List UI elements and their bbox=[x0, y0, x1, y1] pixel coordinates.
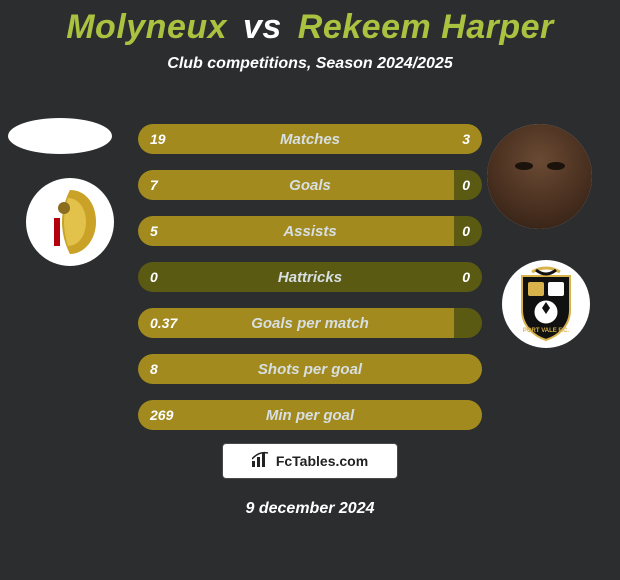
player1-avatar bbox=[8, 118, 112, 154]
player2-club-badge: PORT VALE F.C. bbox=[502, 260, 590, 348]
stat-value-right: 3 bbox=[450, 124, 482, 154]
stat-label: Assists bbox=[138, 216, 482, 246]
stat-label: Matches bbox=[138, 124, 482, 154]
stat-row: Goals7 0 bbox=[138, 170, 482, 200]
stat-value-right: 0 bbox=[450, 262, 482, 292]
stat-label: Hattricks bbox=[138, 262, 482, 292]
infographic-root: Molyneux vs Rekeem Harper Club competiti… bbox=[0, 0, 620, 580]
port-vale-badge-icon: PORT VALE F.C. bbox=[502, 260, 590, 348]
footer-date: 9 december 2024 bbox=[246, 500, 375, 518]
stat-label: Goals per match bbox=[138, 308, 482, 338]
stat-value-right: 0 bbox=[450, 216, 482, 246]
doncaster-badge-icon bbox=[26, 178, 114, 266]
stat-row: Matches19 3 bbox=[138, 124, 482, 154]
player1-club-badge bbox=[26, 178, 114, 266]
stat-value-left: 269 bbox=[138, 400, 185, 430]
stat-value-left: 0 bbox=[138, 262, 170, 292]
stat-row: Hattricks0 0 bbox=[138, 262, 482, 292]
stat-value-left: 0.37 bbox=[138, 308, 189, 338]
stat-value-left: 7 bbox=[138, 170, 170, 200]
svg-text:PORT VALE F.C.: PORT VALE F.C. bbox=[523, 328, 570, 334]
title-player1: Molyneux bbox=[66, 8, 227, 46]
stat-value-left: 8 bbox=[138, 354, 170, 384]
stat-label: Goals bbox=[138, 170, 482, 200]
comparison-title: Molyneux vs Rekeem Harper bbox=[0, 0, 620, 47]
stat-row: Min per goal269 bbox=[138, 400, 482, 430]
subtitle: Club competitions, Season 2024/2025 bbox=[0, 55, 620, 73]
player2-face-icon bbox=[487, 124, 592, 229]
stat-value-left: 5 bbox=[138, 216, 170, 246]
stat-row: Assists5 0 bbox=[138, 216, 482, 246]
stat-row: Shots per goal8 bbox=[138, 354, 482, 384]
stat-value-right: 0 bbox=[450, 170, 482, 200]
stat-label: Min per goal bbox=[138, 400, 482, 430]
fctables-logo: FcTables.com bbox=[222, 443, 398, 479]
stat-label: Shots per goal bbox=[138, 354, 482, 384]
fctables-logo-text: FcTables.com bbox=[276, 453, 368, 469]
stat-value-left: 19 bbox=[138, 124, 178, 154]
bar-chart-icon bbox=[252, 451, 270, 472]
stat-bars: Matches193Goals70Assists50Hattricks00Goa… bbox=[138, 124, 482, 446]
title-player2: Rekeem Harper bbox=[298, 8, 554, 46]
stat-row: Goals per match0.37 bbox=[138, 308, 482, 338]
player2-avatar bbox=[487, 124, 592, 229]
title-vs: vs bbox=[243, 8, 282, 46]
